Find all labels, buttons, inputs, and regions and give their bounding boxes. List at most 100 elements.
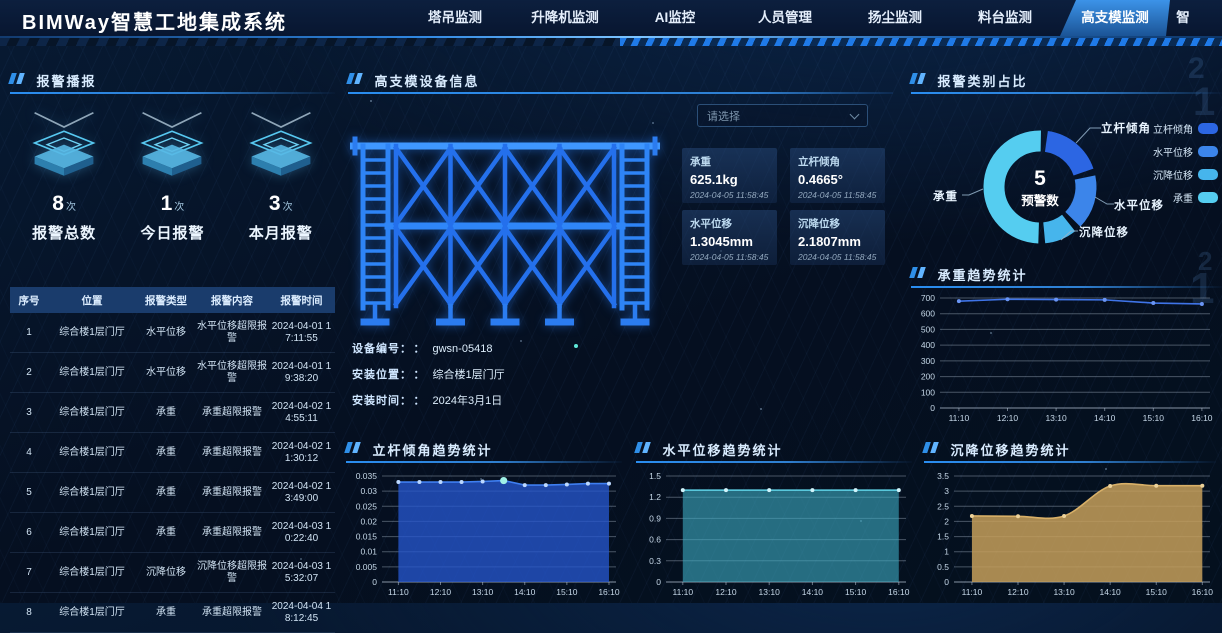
svg-text:0.6: 0.6 <box>649 535 661 545</box>
alarm-table: 序号 位置 报警类型 报警内容 报警时间 1 综合楼1层门厅 水平位移 水平位移超限报警 202… <box>10 287 335 633</box>
table-cell: 承重超限报警 <box>196 392 268 433</box>
svg-text:12:10: 12:10 <box>430 587 452 597</box>
table-cell: 2024-04-02 14:55:11 <box>268 392 335 433</box>
header-divider <box>0 36 1222 46</box>
legend-swatch <box>1198 146 1218 157</box>
table-cell: 承重 <box>136 592 196 633</box>
tab-3[interactable]: 人员管理 <box>758 10 812 25</box>
app-title: BIMWay智慧工地集成系统 <box>22 12 288 34</box>
svg-text:200: 200 <box>921 372 935 382</box>
svg-text:1: 1 <box>944 547 949 557</box>
donut-legend: 立杆倾角水平位移沉降位移承重 <box>1150 117 1218 209</box>
info-colon: ： <box>413 369 426 381</box>
table-cell: 综合楼1层门厅 <box>48 352 136 393</box>
metric-timestamp: 2024-04-05 11:58:45 <box>690 190 769 200</box>
svg-text:400: 400 <box>921 340 935 350</box>
column-header: 序号 <box>10 287 48 313</box>
table-cell: 综合楼1层门厅 <box>48 472 136 513</box>
stat-unit: 次 <box>282 202 293 213</box>
table-cell: 沉降位移 <box>136 552 196 593</box>
panel-header-underline <box>348 92 893 94</box>
tab-1[interactable]: 升降机监测 <box>531 10 599 25</box>
chevron-down-icon <box>849 109 860 119</box>
legend-item-0[interactable]: 立杆倾角 <box>1150 117 1218 140</box>
legend-label: 沉降位移 <box>1153 171 1193 182</box>
table-cell: 2024-04-03 10:22:40 <box>268 512 335 553</box>
tab-5[interactable]: 料台监测 <box>978 10 1032 25</box>
panel-header-icon <box>922 440 940 457</box>
svg-text:0: 0 <box>930 403 935 413</box>
svg-text:12:10: 12:10 <box>997 413 1019 423</box>
table-row: 5 综合楼1层门厅 承重 承重超限报警 2024-04-02 13:49:00 <box>10 472 335 513</box>
hdisp-trend-chart: 0 0.3 0.6 0.9 1.2 1.5 11:10 12:10 13:10 14:10 15:1… <box>649 471 910 597</box>
settle-trend-title: 沉降位移趋势统计 <box>950 443 1071 458</box>
tab-0[interactable]: 塔吊监测 <box>428 10 482 25</box>
svg-text:0.005: 0.005 <box>356 562 378 572</box>
table-row: 3 综合楼1层门厅 承重 承重超限报警 2024-04-02 14:55:11 <box>10 392 335 433</box>
top-bar: BIMWay智慧工地集成系统 塔吊监测 升降机监测 AI监控 人员管理 扬尘监测 料台监测… <box>0 0 1222 36</box>
table-cell: 3 <box>10 392 48 433</box>
alarm-category-donut-chart: 5 预警数 <box>962 127 1114 244</box>
metric-value: 0.4665° <box>798 172 843 187</box>
svg-text:15:10: 15:10 <box>1143 413 1165 423</box>
tilt-trend-title: 立杆倾角趋势统计 <box>372 443 493 458</box>
svg-text:13:10: 13:10 <box>759 587 781 597</box>
legend-label: 立杆倾角 <box>1153 125 1193 136</box>
legend-item-3[interactable]: 承重 <box>1150 186 1218 209</box>
device-info-row-0: 设备编号： ： gwsn-05418 <box>352 336 505 362</box>
tab-4[interactable]: 扬尘监测 <box>868 10 922 25</box>
info-value: 综合楼1层门厅 <box>432 369 505 381</box>
legend-swatch <box>1198 192 1218 203</box>
column-header: 位置 <box>48 287 136 313</box>
table-cell: 综合楼1层门厅 <box>48 512 136 553</box>
metric-label: 水平位移 <box>690 218 732 230</box>
svg-text:0: 0 <box>656 577 661 587</box>
table-cell: 2024-04-04 18:12:45 <box>268 592 335 633</box>
table-cell: 承重 <box>136 432 196 473</box>
svg-text:2: 2 <box>944 516 949 526</box>
stat-label: 本月报警 <box>248 225 313 242</box>
svg-text:5: 5 <box>1034 167 1046 190</box>
tab-6[interactable]: 高支模监测 <box>1060 0 1170 36</box>
svg-text:12:10: 12:10 <box>715 587 737 597</box>
panel-header-icon <box>909 71 927 88</box>
metric-card-1: 立杆倾角 0.4665° 2024-04-05 11:58:45 <box>790 148 885 203</box>
stat-number: 1 <box>160 192 173 215</box>
legend-swatch <box>1198 123 1218 134</box>
stat-unit: 次 <box>65 202 76 213</box>
tab-2[interactable]: AI监控 <box>654 10 696 25</box>
svg-text:0: 0 <box>944 577 949 587</box>
table-cell: 承重超限报警 <box>196 512 268 553</box>
table-cell: 承重超限报警 <box>196 592 268 633</box>
device-panel-title: 高支模设备信息 <box>374 74 480 89</box>
info-colon: ： <box>413 395 426 407</box>
panel-header-icon <box>634 440 652 457</box>
metric-label: 立杆倾角 <box>798 156 840 168</box>
svg-text:15:10: 15:10 <box>1146 587 1168 597</box>
legend-item-2[interactable]: 沉降位移 <box>1150 163 1218 186</box>
svg-text:13:10: 13:10 <box>1045 413 1067 423</box>
alarm-panel-title: 报警播报 <box>36 74 97 89</box>
svg-text:16:10: 16:10 <box>598 587 620 597</box>
metric-value: 2.1807mm <box>798 234 861 249</box>
metric-value: 625.1kg <box>690 172 738 187</box>
metric-value: 1.3045mm <box>690 234 753 249</box>
tilt-trend-panel-header: 立杆倾角趋势统计 <box>344 440 622 463</box>
tab-7[interactable]: 智 <box>1176 10 1190 25</box>
panel-header-icon <box>8 71 26 88</box>
metric-card-2: 水平位移 1.3045mm 2024-04-05 11:58:45 <box>682 210 777 265</box>
svg-text:13:10: 13:10 <box>472 587 494 597</box>
device-info-row-1: 安装位置： ： 综合楼1层门厅 <box>352 362 505 388</box>
legend-swatch <box>1198 169 1218 180</box>
donut-callout-label: 承重 <box>933 191 958 203</box>
device-select[interactable]: 请选择 <box>697 104 868 127</box>
legend-item-1[interactable]: 水平位移 <box>1150 140 1218 163</box>
svg-text:3.5: 3.5 <box>937 471 949 481</box>
svg-text:1.5: 1.5 <box>649 471 661 481</box>
table-cell: 水平位移超限报警 <box>196 313 268 353</box>
info-colon: ： <box>413 343 426 355</box>
svg-text:15:10: 15:10 <box>556 587 578 597</box>
info-value: 2024年3月1日 <box>432 395 503 407</box>
legend-label: 承重 <box>1173 194 1193 205</box>
svg-text:0.015: 0.015 <box>356 532 378 542</box>
